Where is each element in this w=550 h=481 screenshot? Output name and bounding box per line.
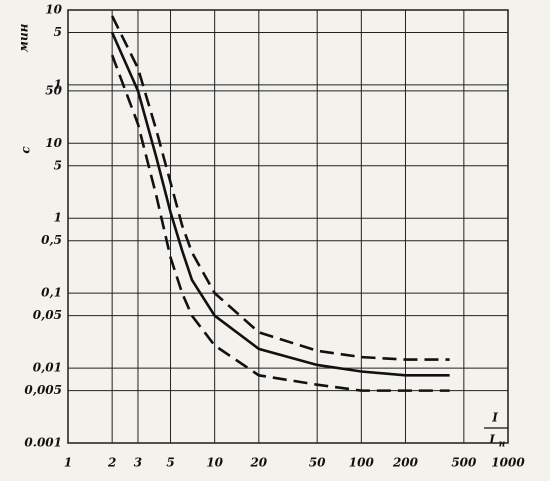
x-label-denominator: I [488, 433, 495, 447]
x-tick-label: 50 [309, 456, 326, 470]
curve [110, 54, 450, 392]
x-tick-label: 2 [107, 456, 116, 470]
x-tick-label: 10 [206, 456, 223, 470]
y-tick-label: 10 [45, 136, 62, 150]
y-tick-label: 5 [54, 158, 62, 172]
curve [110, 15, 450, 361]
x-tick-label: 100 [349, 456, 375, 470]
x-tick-label: 1 [64, 456, 72, 470]
x-tick-label: 20 [249, 456, 267, 470]
y-tick-label: 5 [54, 25, 62, 39]
y-tick-label: 1 [54, 77, 62, 91]
x-label-subscript: н [499, 440, 506, 450]
y-tick-label: 10 [45, 3, 62, 17]
y-tick-label: 0,01 [33, 361, 62, 375]
y-tick-label: 0,05 [33, 308, 62, 322]
x-tick-label: 200 [392, 456, 419, 470]
x-tick-label: 5 [166, 456, 174, 470]
x-label-numerator: I [491, 411, 498, 425]
x-tick-label: 500 [451, 456, 477, 470]
y-tick-label: 0,5 [41, 233, 62, 247]
y-tick-label: 1 [54, 211, 62, 225]
plot-frame [67, 9, 509, 444]
y-tick-label: 0,1 [41, 286, 62, 300]
y-tick-label: 50 [45, 83, 62, 97]
y-tick-label: 0.001 [24, 436, 62, 450]
y-unit-minutes: мин [17, 23, 31, 52]
y-tick-label: 0,005 [24, 383, 62, 397]
x-tick-label: 3 [134, 456, 142, 470]
y-unit-seconds: с [19, 146, 33, 154]
curve [110, 32, 450, 377]
x-tick-label: 1000 [491, 456, 525, 470]
